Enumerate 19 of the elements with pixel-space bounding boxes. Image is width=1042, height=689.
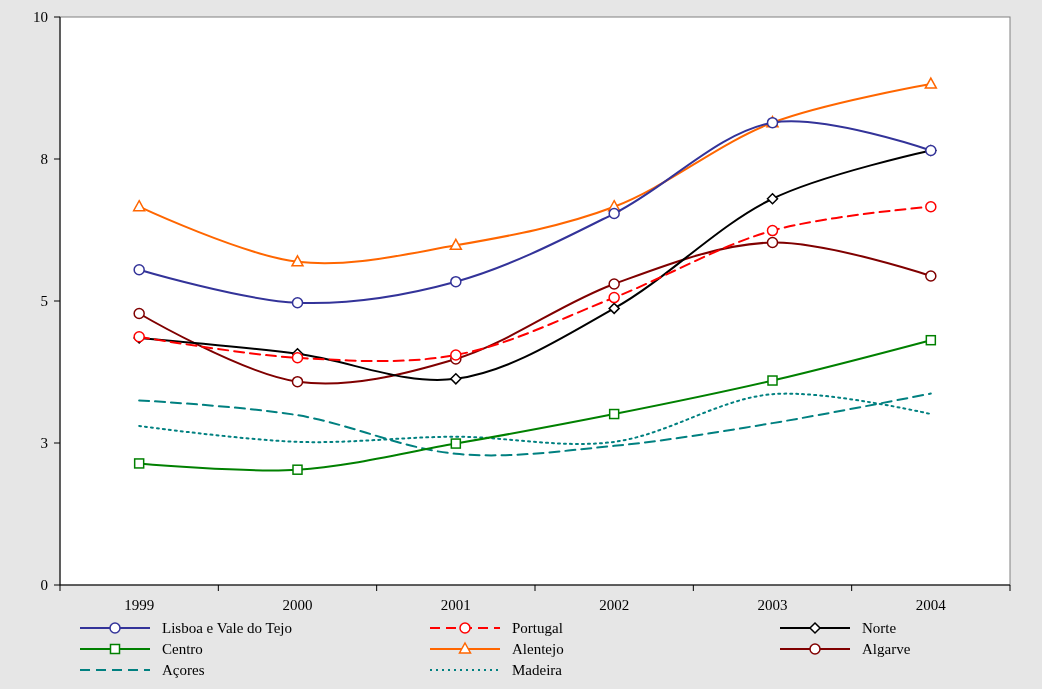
x-tick-label: 2003	[757, 597, 788, 613]
x-tick-label: 1999	[124, 597, 155, 613]
legend-label: Madeira	[512, 662, 563, 679]
y-tick-label: 3	[40, 435, 48, 452]
y-tick-label: 10	[33, 9, 48, 26]
y-tick-label: 8	[40, 151, 48, 168]
legend-label: Norte	[862, 620, 897, 637]
x-tick-label: 2004	[915, 597, 947, 613]
legend-label: Centro	[162, 641, 203, 658]
legend-label: Portugal	[512, 620, 563, 637]
y-tick-label: 5	[40, 293, 48, 310]
legend-label: Açores	[162, 662, 205, 679]
x-tick-label: 2001	[440, 597, 471, 613]
x-tick-label: 2002	[599, 597, 630, 613]
legend-label: Lisboa e Vale do Tejo	[162, 620, 293, 637]
legend-label: Algarve	[862, 641, 911, 658]
legend-label: Alentejo	[512, 641, 564, 658]
x-tick-label: 2000	[282, 597, 313, 613]
y-tick-label: 0	[40, 577, 48, 594]
